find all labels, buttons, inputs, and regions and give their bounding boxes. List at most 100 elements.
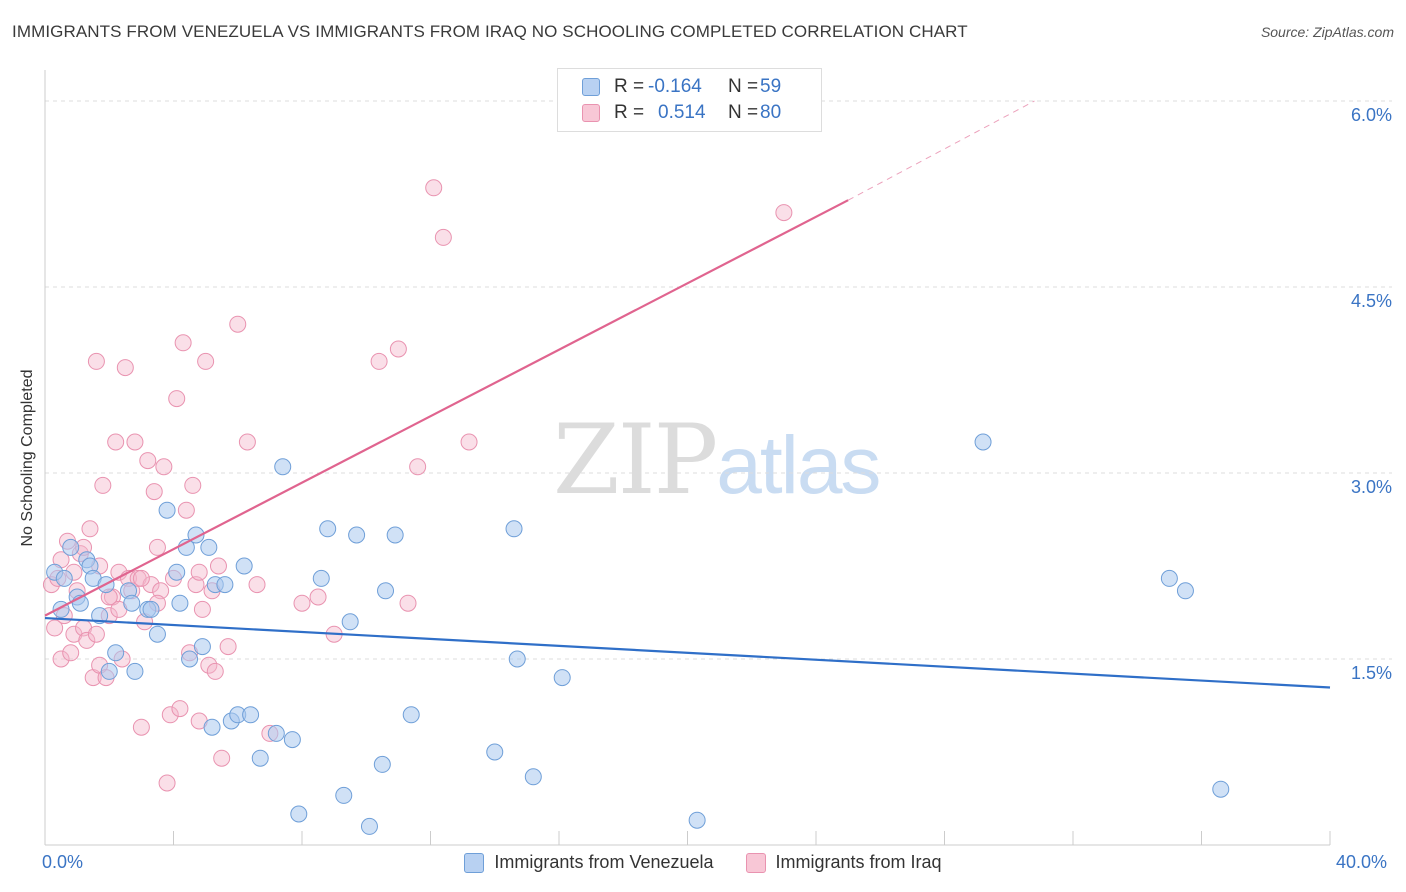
venezuela-point <box>242 706 260 724</box>
legend-swatch-iraq <box>582 104 600 122</box>
venezuela-point <box>168 563 186 581</box>
venezuela-point <box>688 811 706 829</box>
iraq-point <box>184 476 202 494</box>
venezuela-point <box>193 638 211 656</box>
legend-n-value: 59 <box>760 76 782 97</box>
venezuela-point <box>486 743 504 761</box>
venezuela-point <box>1160 569 1178 587</box>
iraq-point <box>434 228 452 246</box>
iraq-point <box>62 644 80 662</box>
venezuela-point <box>341 613 359 631</box>
venezuela-point <box>360 817 378 835</box>
iraq-point <box>161 706 179 724</box>
iraq-point <box>174 334 192 352</box>
iraq-trend-line <box>44 199 849 617</box>
venezuela-point <box>553 669 571 687</box>
iraq-point <box>142 576 160 594</box>
y-tick-label: 6.0% <box>1351 105 1392 125</box>
venezuela-point <box>524 768 542 786</box>
source-label: Source: ZipAtlas.com <box>1260 24 1394 40</box>
iraq-point <box>81 520 99 538</box>
chart-title: IMMIGRANTS FROM VENEZUELA VS IMMIGRANTS … <box>12 22 968 41</box>
iraq-point <box>171 700 189 718</box>
venezuela-point <box>123 594 141 612</box>
y-tick-label: 1.5% <box>1351 663 1392 683</box>
venezuela-point <box>55 569 73 587</box>
venezuela-point <box>216 576 234 594</box>
iraq-point <box>155 458 173 476</box>
y-tick-label: 4.5% <box>1351 291 1392 311</box>
iraq-point <box>193 600 211 618</box>
venezuela-point <box>274 458 292 476</box>
iraq-point <box>238 433 256 451</box>
iraq-point <box>293 594 311 612</box>
venezuela-point <box>319 520 337 538</box>
iraq-point <box>139 452 157 470</box>
venezuela-point <box>283 731 301 749</box>
legend-r-label: R = <box>614 76 645 97</box>
iraq-point <box>87 625 105 643</box>
legend-r-value: -0.164 <box>648 76 702 97</box>
iraq-point <box>107 433 125 451</box>
iraq-point <box>52 650 70 668</box>
iraq-point <box>206 662 224 680</box>
series-swatch-iraq <box>745 852 766 873</box>
venezuela-point <box>181 650 199 668</box>
venezuela-point <box>508 650 526 668</box>
iraq-point <box>46 619 64 637</box>
iraq-point <box>209 557 227 575</box>
iraq-point <box>145 483 163 501</box>
iraq-point <box>94 476 112 494</box>
iraq-point <box>132 718 150 736</box>
venezuela-point <box>100 662 118 680</box>
series-legend-venezuela: Immigrants from Venezuela <box>464 852 714 873</box>
series-legend: Immigrants from Venezuela Immigrants fro… <box>0 852 1406 873</box>
iraq-point <box>409 458 427 476</box>
iraq-point <box>370 352 388 370</box>
venezuela-point <box>312 569 330 587</box>
venezuela-point <box>158 501 176 519</box>
venezuela-point <box>1212 780 1230 798</box>
venezuela-point <box>348 526 366 544</box>
iraq-point <box>158 774 176 792</box>
iraq-point <box>309 588 327 606</box>
venezuela-point <box>373 755 391 773</box>
venezuela-point <box>335 786 353 804</box>
iraq-point <box>460 433 478 451</box>
iraq-point <box>213 749 231 767</box>
venezuela-point <box>974 433 992 451</box>
iraq-point <box>177 501 195 519</box>
venezuela-point <box>290 805 308 823</box>
iraq-point <box>425 179 443 197</box>
legend-n-label: N = <box>728 76 759 97</box>
iraq-point <box>200 656 218 674</box>
watermark-atlas: atlas <box>716 420 881 511</box>
iraq-point <box>775 204 793 222</box>
legend-r-label: R = <box>614 102 645 123</box>
zipatlas-watermark: ZIPatlas <box>553 404 881 516</box>
venezuela-point <box>402 706 420 724</box>
legend-n-label: N = <box>728 102 759 123</box>
y-tick-label: 3.0% <box>1351 477 1392 497</box>
venezuela-point <box>62 538 80 556</box>
iraq-point <box>148 538 166 556</box>
venezuela-point <box>200 538 218 556</box>
venezuela-point <box>1176 582 1194 600</box>
iraq-point <box>132 569 150 587</box>
venezuela-point <box>251 749 269 767</box>
venezuela-point <box>126 662 144 680</box>
series-legend-iraq: Immigrants from Iraq <box>745 852 942 873</box>
venezuela-point <box>386 526 404 544</box>
legend-row-venezuela: R = -0.164 N = 59 <box>582 75 781 99</box>
venezuela-point <box>171 594 189 612</box>
iraq-point <box>126 433 144 451</box>
venezuela-point <box>91 607 109 625</box>
iraq-point <box>190 563 208 581</box>
iraq-point <box>87 352 105 370</box>
venezuela-point <box>142 600 160 618</box>
legend-swatch-venezuela <box>582 78 600 96</box>
watermark-zip: ZIP <box>553 404 718 516</box>
venezuela-point <box>235 557 253 575</box>
iraq-trend-extension <box>847 100 1035 201</box>
